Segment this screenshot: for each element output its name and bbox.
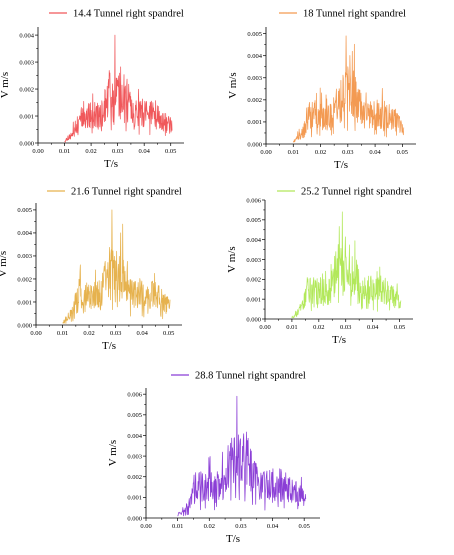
x-tick-label: 0.04	[136, 330, 148, 337]
x-tick-label: 0.05	[163, 330, 174, 337]
x-tick-label: 0.03	[342, 149, 353, 156]
y-tick-label: 0.003	[247, 75, 262, 82]
x-axis-title: T/s	[104, 158, 118, 170]
chart-panel-4: 25.2 Tunnel right spandrel 0.00 0.01 0.02 0.…	[226, 178, 454, 348]
chart-18: 18 Tunnel right spandrel 0.00 0.01 0.02 0.03…	[227, 9, 416, 171]
y-tick-label: 0.003	[19, 59, 34, 66]
chart-14-4: 14.4 Tunnel right spandrel 0.00 0.01 0.02 0.…	[0, 9, 184, 170]
y-tick-label: 0.000	[127, 515, 142, 522]
x-tick-label: 0.03	[235, 523, 246, 530]
x-tick-label: 0.01	[286, 324, 297, 331]
x-tick-label: 0.04	[138, 148, 150, 155]
y-tick-label: 0.001	[246, 296, 261, 303]
y-tick-label: 0.004	[247, 53, 262, 60]
y-tick-label: 0.001	[17, 299, 32, 306]
y-axis-title: V m/s	[0, 251, 9, 277]
x-tick-label: 0.05	[397, 149, 408, 156]
y-tick-label: 0.005	[127, 412, 142, 419]
y-tick-label: 0.000	[246, 316, 261, 323]
y-tick-label: 0.006	[127, 391, 142, 398]
legend-label: 25.2 Tunnel right spandrel	[301, 187, 412, 198]
x-axis-title: T/s	[226, 533, 240, 545]
x-tick-label: 0.03	[112, 148, 123, 155]
y-tick-label: 0.004	[246, 237, 261, 244]
x-tick-label: 0.05	[394, 324, 405, 331]
y-tick-label: 0.002	[127, 474, 142, 481]
x-tick-label: 0.00	[260, 149, 271, 156]
x-tick-label: 0.04	[367, 324, 379, 331]
y-tick-label: 0.001	[247, 119, 262, 126]
series-line	[292, 35, 405, 143]
x-axis-title: T/s	[332, 334, 346, 346]
x-tick-label: 0.01	[288, 149, 299, 156]
x-tick-label: 0.05	[165, 148, 176, 155]
legend-label: 21.6 Tunnel right spandrel	[71, 187, 182, 198]
y-tick-label: 0.000	[247, 141, 262, 148]
x-tick-label: 0.01	[57, 330, 68, 337]
series-line	[64, 34, 173, 143]
legend: 21.6 Tunnel right spandrel	[47, 187, 182, 198]
x-tick-label: 0.03	[340, 324, 351, 331]
x-tick-label: 0.02	[313, 324, 324, 331]
y-tick-label: 0.004	[127, 433, 142, 440]
chart-panel-1: 14.4 Tunnel right spandrel 0.00 0.01 0.02 0.…	[0, 0, 220, 170]
y-tick-label: 0.000	[19, 140, 34, 147]
chart-21-6: 21.6 Tunnel right spandrel 0.00 0.01 0.02 0.…	[0, 187, 182, 352]
y-tick-label: 0.002	[17, 276, 32, 283]
x-tick-label: 0.03	[110, 330, 121, 337]
x-tick-label: 0.01	[59, 148, 70, 155]
y-tick-label: 0.003	[246, 257, 261, 264]
y-axis-title: V m/s	[227, 72, 239, 98]
x-tick-label: 0.02	[204, 523, 215, 530]
x-tick-label: 0.02	[83, 330, 94, 337]
y-axis-title: V m/s	[226, 246, 238, 272]
y-tick-label: 0.001	[19, 113, 34, 120]
x-tick-label: 0.00	[140, 523, 151, 530]
x-tick-label: 0.04	[267, 523, 279, 530]
y-tick-label: 0.004	[19, 32, 34, 39]
legend: 28.8 Tunnel right spandrel	[171, 371, 306, 382]
y-tick-label: 0.002	[247, 97, 262, 104]
y-tick-label: 0.005	[246, 217, 261, 224]
x-tick-label: 0.00	[30, 330, 41, 337]
legend: 18 Tunnel right spandrel	[279, 9, 406, 20]
x-tick-label: 0.00	[259, 324, 270, 331]
x-tick-label: 0.02	[315, 149, 326, 156]
chart-panel-2: 18 Tunnel right spandrel 0.00 0.01 0.02 0.03…	[227, 0, 454, 171]
x-tick-label: 0.05	[298, 523, 309, 530]
x-tick-label: 0.04	[369, 149, 381, 156]
y-tick-label: 0.005	[247, 31, 262, 38]
y-axis-title: V m/s	[0, 72, 11, 98]
legend: 14.4 Tunnel right spandrel	[49, 9, 184, 20]
y-tick-label: 0.001	[127, 495, 142, 502]
y-tick-label: 0.003	[127, 453, 142, 460]
y-tick-label: 0.005	[17, 207, 32, 214]
y-tick-label: 0.003	[17, 253, 32, 260]
chart-25-2: 25.2 Tunnel right spandrel 0.00 0.01 0.02 0.…	[226, 187, 413, 346]
y-tick-label: 0.000	[17, 322, 32, 329]
x-axis-title: T/s	[102, 340, 116, 352]
chart-panel-3: 21.6 Tunnel right spandrel 0.00 0.01 0.02 0.…	[0, 178, 220, 352]
x-tick-label: 0.02	[85, 148, 96, 155]
legend-label: 14.4 Tunnel right spandrel	[73, 9, 184, 20]
y-tick-label: 0.006	[246, 197, 261, 204]
y-tick-label: 0.004	[17, 230, 32, 237]
x-tick-label: 0.00	[32, 148, 43, 155]
chart-28-8: 28.8 Tunnel right spandrel 0.00 0.01 0.02 0.…	[107, 371, 320, 545]
series-line	[62, 209, 171, 324]
x-tick-label: 0.01	[172, 523, 183, 530]
y-tick-label: 0.002	[19, 86, 34, 93]
legend: 25.2 Tunnel right spandrel	[277, 187, 412, 198]
y-tick-label: 0.002	[246, 277, 261, 284]
series-line	[177, 395, 307, 517]
series-line	[291, 211, 402, 319]
legend-label: 18 Tunnel right spandrel	[303, 9, 406, 20]
chart-panel-5: 28.8 Tunnel right spandrel 0.00 0.01 0.02 0.…	[100, 362, 360, 550]
x-axis-title: T/s	[334, 159, 348, 171]
y-axis-title: V m/s	[107, 440, 119, 466]
legend-label: 28.8 Tunnel right spandrel	[195, 371, 306, 382]
